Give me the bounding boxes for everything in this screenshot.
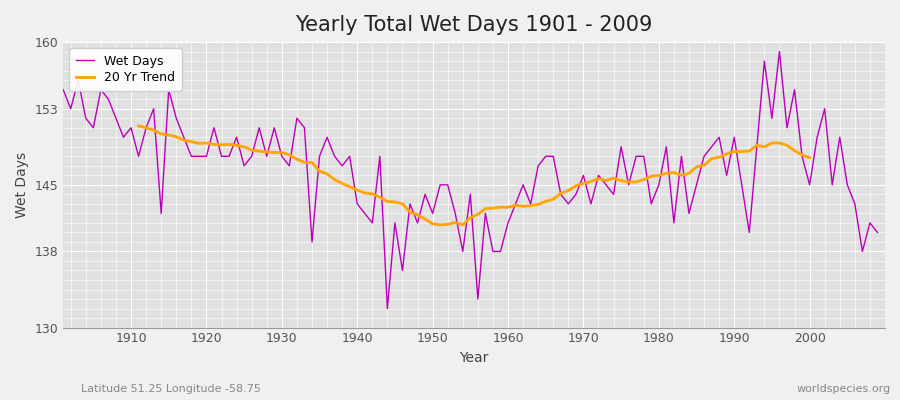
20 Yr Trend: [781, 143, 792, 148]
20 Yr Trend: [714, 155, 724, 160]
Y-axis label: Wet Days: Wet Days: [15, 152, 29, 218]
20 Yr Trend: [337, 181, 347, 186]
20 Yr Trend: [223, 142, 234, 147]
Wet Days: [510, 202, 521, 206]
Wet Days: [284, 164, 295, 168]
Legend: Wet Days, 20 Yr Trend: Wet Days, 20 Yr Trend: [69, 48, 182, 91]
20 Yr Trend: [608, 176, 619, 180]
20 Yr Trend: [698, 163, 709, 168]
X-axis label: Year: Year: [459, 351, 489, 365]
Wet Days: [329, 154, 340, 159]
Line: 20 Yr Trend: 20 Yr Trend: [139, 126, 810, 225]
20 Yr Trend: [805, 155, 815, 160]
Wet Days: [600, 182, 611, 187]
Wet Days: [502, 220, 513, 225]
Line: Wet Days: Wet Days: [63, 52, 878, 308]
Wet Days: [58, 87, 68, 92]
20 Yr Trend: [133, 124, 144, 128]
Wet Days: [872, 230, 883, 235]
Wet Days: [774, 49, 785, 54]
20 Yr Trend: [435, 222, 446, 227]
Wet Days: [382, 306, 392, 311]
Wet Days: [118, 135, 129, 140]
Text: Latitude 51.25 Longitude -58.75: Latitude 51.25 Longitude -58.75: [81, 384, 261, 394]
Title: Yearly Total Wet Days 1901 - 2009: Yearly Total Wet Days 1901 - 2009: [295, 15, 652, 35]
Text: worldspecies.org: worldspecies.org: [796, 384, 891, 394]
